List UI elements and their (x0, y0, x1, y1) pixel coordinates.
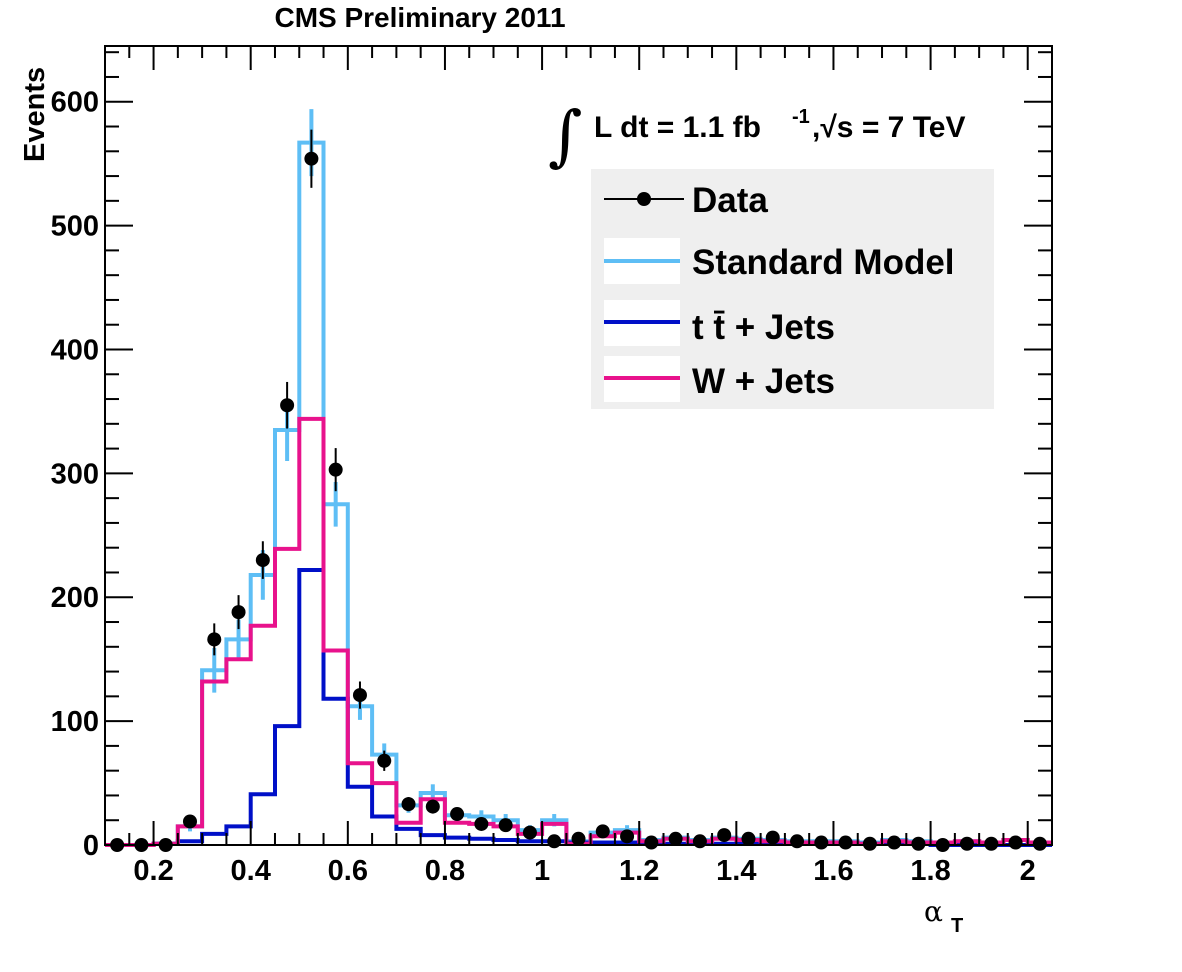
legend-item-wjets: W + Jets (604, 356, 835, 402)
legend-label-wjets: W + Jets (692, 362, 835, 401)
x-tick-label: 0.2 (133, 855, 173, 887)
x-tick-label: 1 (534, 855, 550, 887)
x-axis-label-subscript: T (951, 915, 963, 937)
data-point (862, 836, 877, 851)
legend: Data Standard Model t t̄ + Jets W + Jets (591, 169, 994, 409)
data-point (571, 831, 586, 846)
data-point (644, 835, 659, 850)
data-point (1008, 835, 1023, 850)
data-point (401, 797, 416, 812)
integral-symbol: ∫ (548, 97, 582, 174)
y-tick-label: 400 (51, 334, 99, 366)
legend-item-standard-model: Standard Model (604, 238, 955, 284)
x-tick-label: 1.8 (910, 855, 950, 887)
data-point (182, 814, 197, 829)
x-tick-label: 0.4 (231, 855, 271, 887)
y-tick-label: 600 (51, 87, 99, 119)
lumi-text: L dt = 1.1 fb (594, 111, 761, 144)
axis-ticks: 0.2 0.4 0.6 0.8 1 1.2 1.4 1.6 1.8 2 0 100 200 300 400 5… (51, 46, 1053, 887)
legend-label-data: Data (692, 181, 768, 220)
data-point (522, 825, 537, 840)
series-line-wjets (105, 416, 1052, 847)
y-tick-label: 200 (51, 582, 99, 614)
y-tick-label: 500 (51, 211, 99, 243)
data-point (595, 824, 610, 839)
data-point (717, 828, 732, 843)
data-point (474, 816, 489, 831)
luminosity-annotation: ∫ L dt = 1.1 fb -1 ,√s = 7 TeV (548, 97, 966, 174)
x-axis-label-main: α (924, 895, 943, 928)
data-point (692, 834, 707, 849)
y-tick-label: 100 (51, 706, 99, 738)
data-point (984, 836, 999, 851)
data-point (231, 605, 246, 620)
chart-title: CMS Preliminary 2011 (274, 2, 565, 33)
data-point (352, 688, 367, 703)
data-point (887, 835, 902, 850)
data-point (377, 753, 392, 768)
data-point (765, 830, 780, 845)
lumi-superscript: -1 (792, 106, 810, 128)
data-point (960, 836, 975, 851)
data-point (280, 398, 295, 413)
y-axis-label: Events (19, 67, 51, 162)
legend-item-data: Data (604, 181, 768, 220)
data-point (1032, 836, 1047, 851)
data-point (741, 831, 756, 846)
x-tick-label: 1.6 (813, 855, 853, 887)
data-point (620, 829, 635, 844)
data-point (498, 818, 513, 833)
x-tick-label: 0.8 (425, 855, 465, 887)
x-tick-label: 1.2 (619, 855, 659, 887)
x-tick-label: 2 (1020, 855, 1036, 887)
data-point (838, 835, 853, 850)
y-tick-label: 0 (83, 830, 99, 862)
y-tick-label: 300 (51, 458, 99, 490)
data-point (450, 807, 465, 822)
data-point (328, 462, 343, 477)
data-point (814, 835, 829, 850)
legend-marker-data-point (637, 192, 651, 206)
legend-label-ttbar: t t̄ + Jets (692, 308, 835, 347)
x-tick-label: 0.6 (328, 855, 368, 887)
data-point (255, 553, 270, 568)
legend-label-standard-model: Standard Model (692, 243, 955, 282)
x-axis-label: α T (924, 895, 963, 937)
x-tick-label: 1.4 (716, 855, 756, 887)
series-line-ttbar (105, 568, 1052, 847)
data-point (425, 799, 440, 814)
data-point (668, 831, 683, 846)
data-point (207, 632, 222, 647)
data-point (790, 834, 805, 849)
data-point (547, 834, 562, 849)
plot-frame (104, 45, 1053, 846)
sqrt-s-text: ,√s = 7 TeV (812, 111, 966, 144)
data-point (911, 836, 926, 851)
legend-item-ttbar: t t̄ + Jets (604, 300, 835, 347)
data-point (304, 151, 319, 166)
